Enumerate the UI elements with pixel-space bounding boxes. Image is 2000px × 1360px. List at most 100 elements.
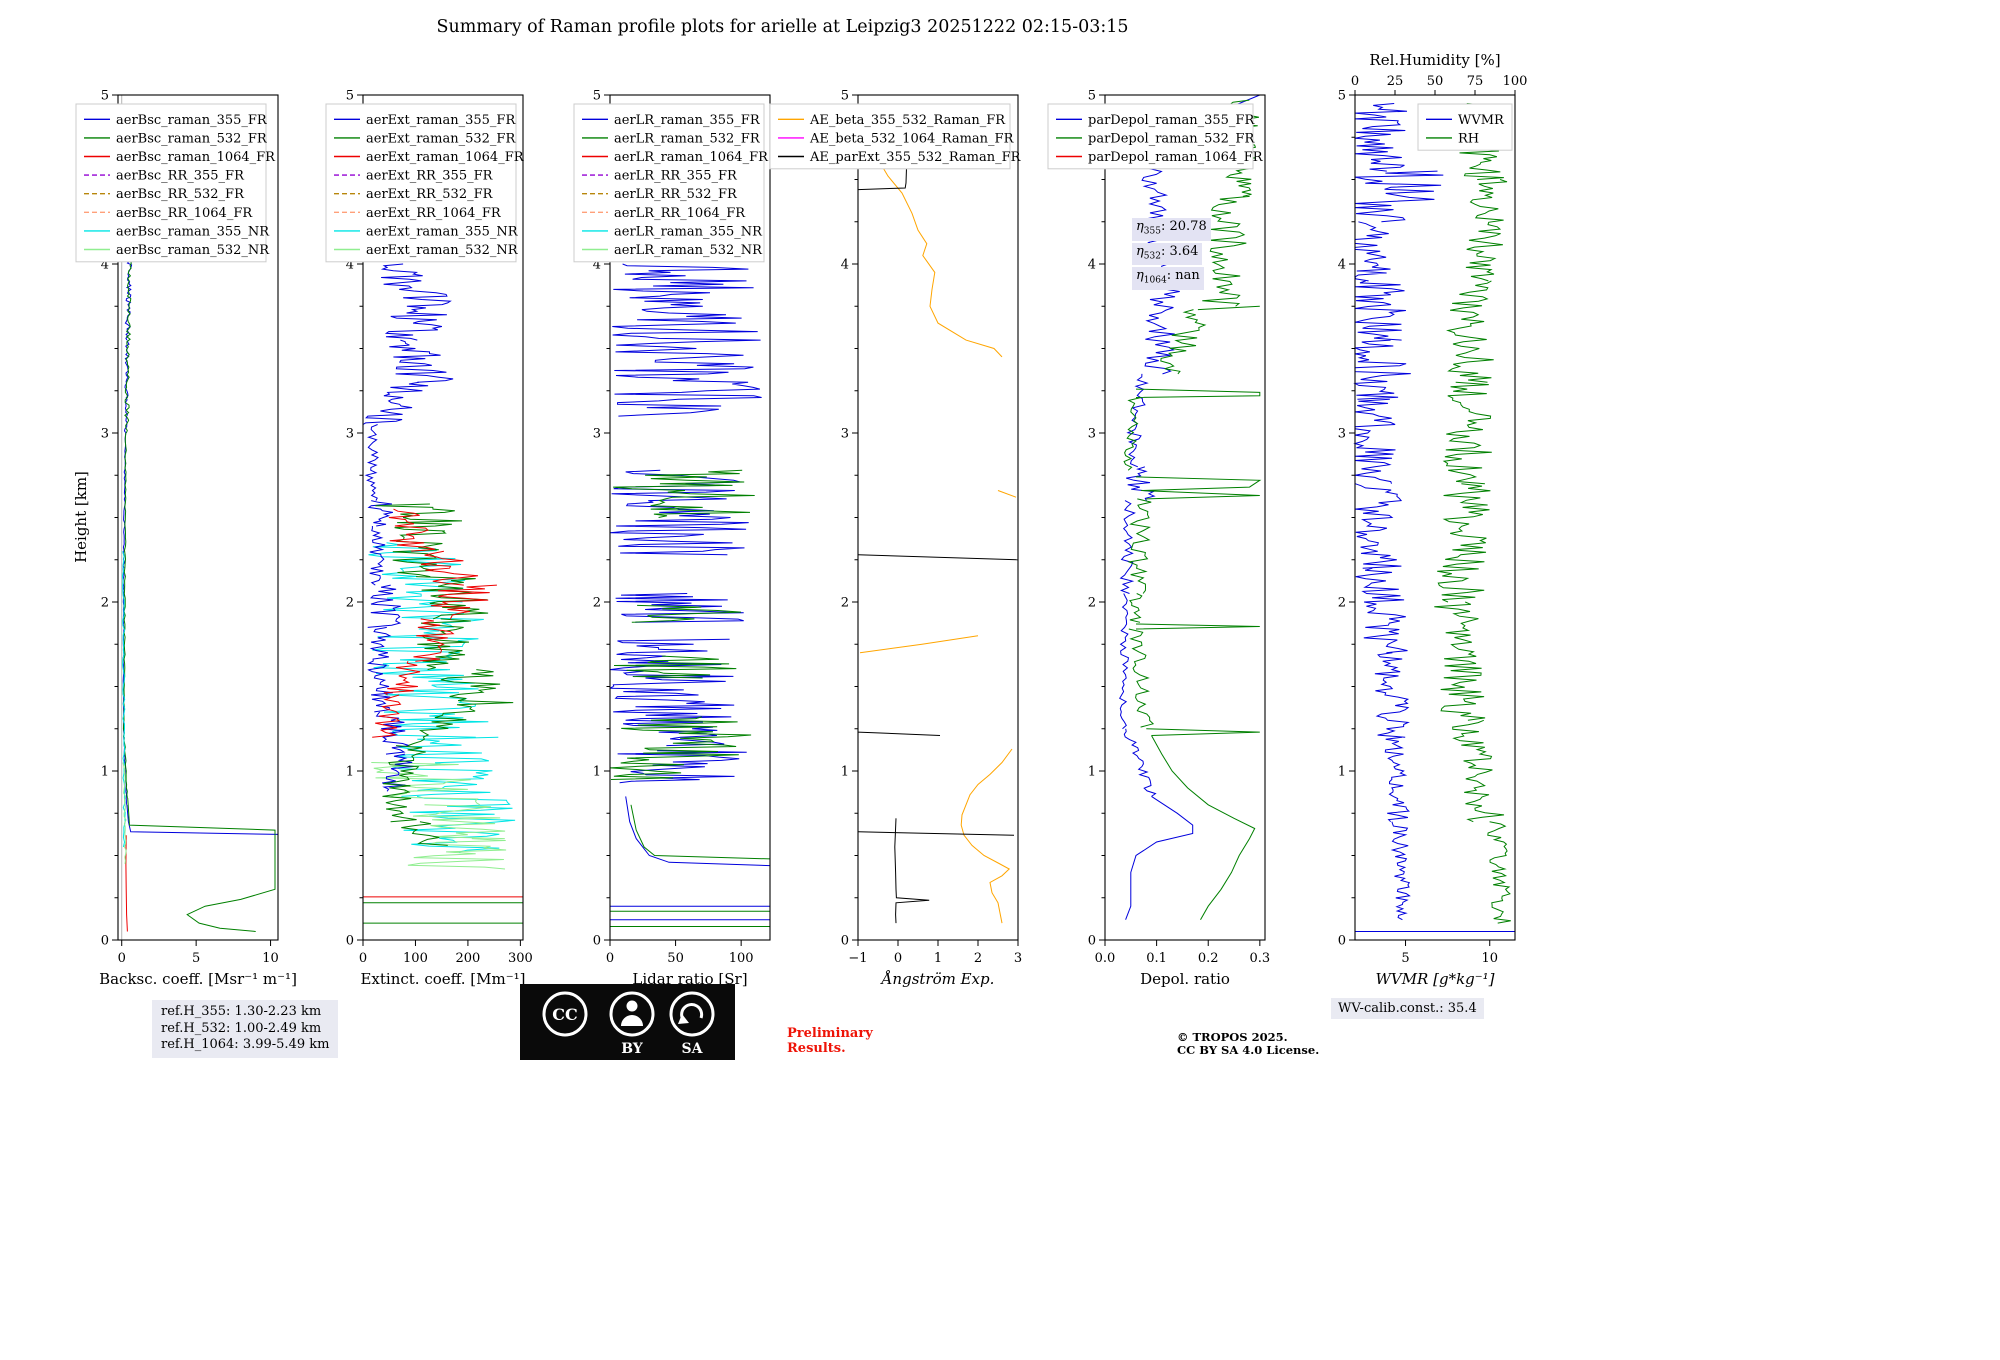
copyright-line2: CC BY SA 4.0 License. bbox=[1177, 1043, 1320, 1057]
series-aerLR_raman_532_FR bbox=[613, 655, 737, 679]
svg-text:0.0: 0.0 bbox=[1095, 951, 1116, 966]
legend-label: RH bbox=[1458, 131, 1479, 146]
ref-h-355: ref.H_355: 1.30-2.23 km bbox=[161, 1004, 322, 1019]
series-parDepol_raman_532_FR bbox=[1123, 397, 1142, 471]
top-axis-label: Rel.Humidity [%] bbox=[1369, 51, 1500, 69]
svg-text:1: 1 bbox=[1088, 765, 1096, 780]
sa-arrowhead bbox=[678, 1014, 689, 1024]
series-aerExt_raman_532_FR bbox=[382, 787, 417, 823]
eta-line-532: η532: 3.64 bbox=[1132, 242, 1203, 266]
series-group-wvmr bbox=[1353, 103, 1515, 932]
series-WVMR bbox=[1354, 221, 1391, 282]
svg-text:2: 2 bbox=[101, 596, 109, 611]
svg-text:75: 75 bbox=[1467, 74, 1484, 89]
legend-box bbox=[769, 103, 1011, 170]
series-parDepol_raman_355_FR bbox=[1125, 795, 1194, 920]
series-WVMR bbox=[1354, 170, 1444, 223]
preliminary-line2: Results. bbox=[787, 1041, 846, 1056]
copyright-line1: © TROPOS 2025. bbox=[1177, 1030, 1288, 1044]
series-aerLR_raman_355_FR bbox=[615, 593, 744, 623]
svg-text:5: 5 bbox=[101, 89, 109, 104]
ref-h-532: ref.H_532: 1.00-2.49 km bbox=[161, 1020, 322, 1036]
series-aerBsc_raman_532_FR bbox=[123, 737, 128, 799]
sa-label: SA bbox=[682, 1041, 704, 1057]
series-AE_beta_355_532_Raman_FR bbox=[859, 635, 979, 654]
series-parDepol_raman_532_FR bbox=[1129, 593, 1143, 623]
x-axis: 0 5 10 Backsc. coeff. [Msr⁻¹ m⁻¹] bbox=[99, 940, 297, 988]
series-RH bbox=[1442, 381, 1492, 485]
series-aerExt_raman_532_NR bbox=[407, 838, 507, 870]
legend-angstrom: AE_beta_355_532_Raman_FR AE_beta_532_1064… bbox=[769, 103, 1022, 170]
svg-text:2: 2 bbox=[1338, 596, 1346, 611]
series-aerExt_raman_355_FR bbox=[367, 584, 402, 628]
series-AE_parExt_355_532_Raman_FR bbox=[857, 731, 941, 736]
series-aerExt_raman_532_FR bbox=[383, 745, 426, 789]
legend-label: AE_beta_532_1064_Raman_FR bbox=[809, 131, 1015, 146]
series-aerLR_raman_355_FR bbox=[609, 686, 735, 747]
legend-label: aerBsc_RR_1064_FR bbox=[116, 206, 253, 221]
series-aerExt_raman_532_FR bbox=[375, 503, 463, 532]
svg-text:0.1: 0.1 bbox=[1146, 951, 1167, 966]
svg-text:100: 100 bbox=[403, 951, 428, 966]
series-aerLR_raman_355_FR bbox=[612, 263, 762, 417]
x-axis: 0 50 100 Lidar ratio [Sr] bbox=[606, 940, 754, 988]
svg-text:1: 1 bbox=[1338, 765, 1346, 780]
series-parDepol_raman_355_FR bbox=[1126, 466, 1156, 501]
legend-backscatter: aerBsc_raman_355_FR aerBsc_raman_532_FRae… bbox=[75, 103, 276, 263]
legend-box bbox=[1047, 103, 1254, 170]
svg-text:300: 300 bbox=[508, 951, 533, 966]
legend-label: aerLR_raman_1064_FR bbox=[614, 150, 769, 165]
series-parDepol_raman_532_FR bbox=[1127, 498, 1152, 594]
svg-text:2: 2 bbox=[974, 951, 982, 966]
series-aerExt_raman_355_FR bbox=[367, 500, 393, 527]
legend-label: aerExt_RR_355_FR bbox=[366, 169, 494, 184]
series-aerExt_raman_355_FR bbox=[366, 626, 392, 671]
legend-label: aerBsc_RR_355_FR bbox=[116, 169, 245, 184]
legend-label: aerExt_RR_532_FR bbox=[366, 187, 494, 202]
y-axis: 0 1 2 3 4 5 bbox=[1338, 89, 1355, 949]
legend-lidar_ratio: aerLR_raman_355_FR aerLR_raman_532_FR aerL… bbox=[573, 103, 769, 263]
legend-box bbox=[75, 103, 267, 263]
series-aerExt_raman_532_FR bbox=[392, 530, 447, 578]
series-aerExt_raman_532_FR bbox=[407, 706, 476, 747]
series-WVMR bbox=[1354, 103, 1408, 172]
series-parDepol_raman_532_FR bbox=[1128, 628, 1155, 728]
svg-text:10: 10 bbox=[1481, 951, 1498, 966]
panel-wvmr: 0 1 2 3 4 5 5 10 WVMR [g*kg⁻¹] 0 25 50 75 100Rel.Humi… bbox=[1338, 51, 1528, 988]
svg-text:0: 0 bbox=[1351, 74, 1359, 89]
svg-text:3: 3 bbox=[101, 427, 109, 442]
series-aerExt_raman_355_NR bbox=[368, 542, 466, 603]
series-aerBsc_raman_532_NR bbox=[122, 762, 127, 865]
svg-text:200: 200 bbox=[456, 951, 481, 966]
series-aerExt_raman_532_FR bbox=[440, 669, 514, 708]
series-parDepol_raman_355_FR bbox=[1144, 280, 1180, 375]
legend-box bbox=[1417, 103, 1513, 151]
series-WVMR bbox=[1374, 652, 1410, 738]
series-parDepol_raman_532_FR bbox=[1146, 728, 1260, 736]
svg-text:0: 0 bbox=[593, 934, 601, 949]
svg-text:0: 0 bbox=[346, 934, 354, 949]
series-aerExt_raman_355_FR bbox=[367, 669, 393, 713]
legend-label: AE_beta_355_532_Raman_FR bbox=[809, 113, 1006, 128]
svg-text:4: 4 bbox=[1338, 258, 1346, 273]
series-aerExt_raman_355_FR bbox=[362, 381, 429, 425]
series-group-angstrom bbox=[857, 158, 1019, 924]
series-aerExt_raman_1064_FR bbox=[372, 694, 402, 738]
legend-label: aerExt_raman_355_FR bbox=[366, 113, 516, 128]
series-aerExt_raman_532_NR bbox=[371, 762, 481, 806]
series-AE_parExt_355_532_Raman_FR bbox=[894, 818, 930, 924]
series-RH bbox=[1487, 821, 1511, 924]
panel-backscatter: 0 1 2 3 4 5 0 5 10 Backsc. coeff. [Msr⁻¹ m⁻¹] aerB… bbox=[75, 89, 297, 988]
legend-label: WVMR bbox=[1458, 113, 1505, 128]
by-person-icon bbox=[609, 991, 655, 1037]
svg-text:0: 0 bbox=[841, 934, 849, 949]
svg-text:0.2: 0.2 bbox=[1198, 951, 1219, 966]
series-AE_beta_355_532_Raman_FR bbox=[877, 158, 1003, 358]
series-parDepol_raman_355_FR bbox=[1119, 500, 1136, 594]
svg-text:3: 3 bbox=[1088, 427, 1096, 442]
svg-text:100: 100 bbox=[1503, 74, 1528, 89]
page-title: Summary of Raman profile plots for ariel… bbox=[436, 17, 1129, 37]
svg-text:4: 4 bbox=[841, 258, 849, 273]
